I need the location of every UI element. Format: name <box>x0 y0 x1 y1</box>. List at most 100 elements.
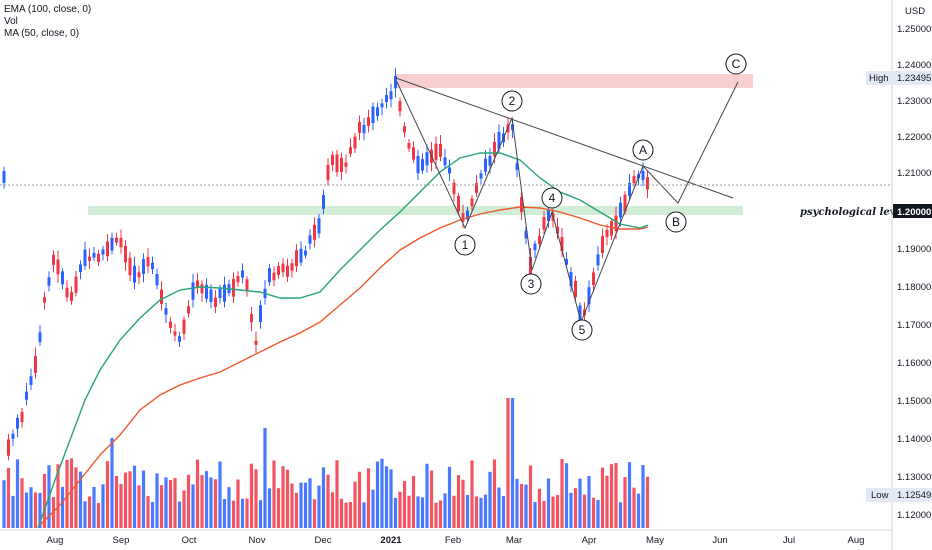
candle-body <box>97 253 100 262</box>
price-tick-label: 1.17000 <box>897 320 931 331</box>
volume-bar <box>317 485 321 528</box>
candle-body <box>124 245 127 263</box>
candle-body <box>641 170 645 181</box>
candle-body <box>610 221 613 236</box>
volume-bar <box>573 488 578 528</box>
price-tick-label: 1.25000 <box>897 24 931 35</box>
volume-bar <box>83 501 87 528</box>
candle-body <box>322 195 325 209</box>
volume-bar <box>402 481 407 528</box>
volume-bar <box>159 485 164 528</box>
wave-label-3[interactable]: 3 <box>520 273 542 295</box>
candle-body <box>326 165 330 181</box>
ema-line[interactable] <box>39 206 649 526</box>
candle-body <box>538 236 541 245</box>
volume-bar <box>452 495 456 528</box>
volume-bar <box>236 479 240 528</box>
candle-body <box>421 159 424 171</box>
time-tick-label: Jun <box>712 535 727 546</box>
candle-body <box>362 124 366 134</box>
candle-body <box>632 176 636 184</box>
svg-text:High: High <box>869 73 889 84</box>
ma-line[interactable] <box>37 152 649 529</box>
volume-bar <box>515 478 519 528</box>
candle-body <box>407 143 411 149</box>
wave-label-5[interactable]: 5 <box>571 319 593 341</box>
candle-body <box>308 235 312 244</box>
price-tick-label: 1.21000 <box>897 168 931 179</box>
wave-label-a[interactable]: A <box>632 139 654 161</box>
volume-bar <box>195 459 200 528</box>
wave-label-1[interactable]: 1 <box>454 234 476 256</box>
candle-body <box>83 249 87 266</box>
volume-bar <box>416 496 420 528</box>
candle-body <box>313 224 316 240</box>
svg-text:1.20000: 1.20000 <box>897 207 931 218</box>
wave-label-c[interactable]: C <box>725 53 747 75</box>
volume-bar <box>546 478 551 528</box>
candle-body <box>34 355 37 373</box>
volume-bar <box>20 478 24 528</box>
volume-bar <box>380 458 384 528</box>
price-tick-label: 1.18000 <box>897 282 931 293</box>
svg-text:C: C <box>732 57 741 71</box>
volume-bar <box>479 497 483 528</box>
candle-body <box>412 147 415 160</box>
candle-body <box>461 213 465 222</box>
svg-text:3: 3 <box>528 277 535 291</box>
wave-label-4[interactable]: 4 <box>541 187 563 209</box>
candle-body <box>403 126 406 133</box>
candle-body <box>565 259 568 265</box>
legend-vol[interactable]: Vol <box>4 16 18 27</box>
volume-bar <box>119 484 123 528</box>
candle-body <box>596 254 600 266</box>
candle-body <box>439 143 442 157</box>
volume-bar <box>375 461 380 528</box>
volume-bar <box>227 487 231 528</box>
legend-ema[interactable]: EMA (100, close, 0) <box>4 4 92 15</box>
price-axis[interactable]: 1.25000 1.24000 1.23000 1.22000 1.21000 1.200… <box>897 24 931 521</box>
volume-bar <box>308 478 312 528</box>
candle-body <box>61 271 64 285</box>
volume-bar <box>411 475 416 528</box>
volume-bar <box>312 499 317 528</box>
trendline[interactable] <box>395 77 734 199</box>
price-tick-label: 1.19000 <box>897 244 931 255</box>
volume-bar <box>146 496 150 528</box>
candle-body <box>592 272 595 285</box>
candle-body <box>304 250 307 256</box>
volume-bar <box>303 482 308 528</box>
candle-body <box>524 230 528 239</box>
candle-body <box>515 163 519 170</box>
volume-bar <box>60 486 65 528</box>
volume-bar <box>213 479 218 528</box>
low-badge: Low 1.12549 <box>866 488 932 502</box>
volume-bar <box>501 495 506 528</box>
volume-bar <box>582 494 587 528</box>
wave-label-b[interactable]: B <box>665 211 687 233</box>
resistance-zone[interactable] <box>396 74 753 88</box>
support-zone[interactable] <box>88 206 743 215</box>
legend-ma[interactable]: MA (50, close, 0) <box>4 28 80 39</box>
candle-body <box>452 182 456 195</box>
volume-bar <box>101 484 105 528</box>
wave-label-2[interactable]: 2 <box>501 90 523 112</box>
volume-bar <box>200 475 204 528</box>
wave-path[interactable] <box>396 81 739 324</box>
volume-bar <box>123 472 128 528</box>
candle-body <box>196 280 199 288</box>
candle-body <box>569 272 573 287</box>
volume-bar <box>627 462 632 528</box>
candle-body <box>425 152 429 166</box>
high-badge: High 1.23495 <box>866 71 932 85</box>
volume-bar <box>87 496 92 528</box>
time-tick-label: Dec <box>315 535 332 546</box>
candle-body <box>587 287 591 305</box>
time-tick-label: Mar <box>506 535 522 546</box>
candle-body <box>38 332 42 342</box>
candle-body <box>511 124 514 131</box>
candle-body <box>155 274 159 286</box>
time-axis[interactable]: Aug Sep Oct Nov Dec 2021 Feb Mar Apr May Jun Jul Aug <box>47 535 865 546</box>
candle-body <box>128 257 132 276</box>
